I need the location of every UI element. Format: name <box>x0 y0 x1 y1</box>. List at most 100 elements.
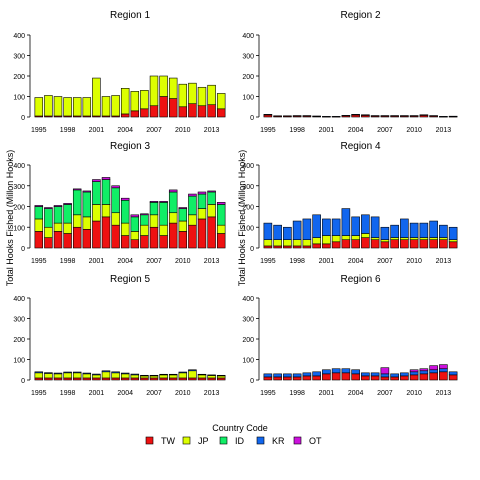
bar-kr <box>263 222 273 241</box>
bar-jp <box>149 75 159 107</box>
bar-kr <box>322 218 331 236</box>
bar-kr <box>292 115 302 117</box>
y-tick-label: 200 <box>13 205 25 212</box>
x-tick-label: 2001 <box>89 390 105 397</box>
bar-jp <box>53 96 63 117</box>
x-tick-label: 1998 <box>60 390 76 397</box>
bar-tw <box>207 104 216 118</box>
bar-kr <box>322 116 331 118</box>
x-tick-label: 2007 <box>377 258 393 265</box>
bar-tw <box>130 239 140 249</box>
bar-kr <box>216 374 226 377</box>
bar-jp <box>448 239 458 243</box>
bar-jp <box>111 212 120 226</box>
bar-tw <box>409 374 419 381</box>
x-tick-label: 2013 <box>436 390 452 397</box>
bar-tw <box>292 245 302 249</box>
bar-jp <box>72 214 82 228</box>
bar-jp <box>283 239 292 247</box>
bar-jp <box>429 237 438 240</box>
panels-group: Region 1 0 100 200 300 400 1995 1998 2001 2004 200… <box>13 10 458 397</box>
bar-kr <box>292 220 302 240</box>
bar-kr <box>341 208 351 236</box>
bar-kr <box>370 115 380 117</box>
y-tick-label: 200 <box>242 337 254 344</box>
bar-kr <box>429 220 438 238</box>
legend-title: Country Code <box>212 423 268 433</box>
bar-tw <box>34 377 44 381</box>
bar-kr <box>312 214 321 238</box>
bar-tw <box>178 231 188 249</box>
bar-tw <box>178 377 188 381</box>
bar-ot <box>188 193 197 197</box>
bar-id <box>130 216 140 232</box>
x-tick-label: 2001 <box>89 127 105 134</box>
bar-id <box>101 179 111 205</box>
bar-tw <box>380 241 390 249</box>
legend-label-jp: JP <box>198 436 209 446</box>
bar-kr <box>331 218 341 236</box>
bar-kr <box>429 369 438 374</box>
bar-kr <box>419 114 429 116</box>
x-tick-label: 2004 <box>348 127 364 134</box>
bar-tw <box>120 377 130 381</box>
bar-tw <box>188 103 197 118</box>
bar-id <box>197 193 207 209</box>
x-tick-label: 2004 <box>117 258 133 265</box>
bar-kr <box>53 372 63 375</box>
bar-tw <box>120 235 130 249</box>
bar-jp <box>361 233 370 238</box>
bar-tw <box>140 108 149 118</box>
bar-ot <box>419 368 429 372</box>
y-tick-label: 400 <box>13 33 25 40</box>
bar-tw <box>283 245 292 249</box>
bar-tw <box>273 245 282 249</box>
bar-tw <box>322 373 331 381</box>
y-tick-label: 400 <box>13 296 25 303</box>
bar-jp <box>72 97 82 117</box>
bar-ot <box>216 202 226 205</box>
y-tick-label: 0 <box>250 246 254 253</box>
bar-kr <box>361 114 370 116</box>
bar-kr <box>34 371 44 374</box>
bar-jp <box>120 222 130 236</box>
bar-tw <box>178 106 188 118</box>
y-tick-label: 200 <box>242 205 254 212</box>
bar-jp <box>140 375 149 379</box>
bar-jp <box>380 239 390 243</box>
bar-kr <box>273 224 282 241</box>
y-tick-label: 300 <box>13 184 25 191</box>
bar-jp <box>168 212 178 224</box>
bar-kr <box>63 371 72 374</box>
panel-title: Region 1 <box>110 10 150 21</box>
bar-tw <box>448 241 458 249</box>
bar-kr <box>331 116 341 118</box>
legend: TW JP ID KR OT <box>145 436 322 446</box>
bar-tw <box>351 239 360 249</box>
bar-kr <box>331 368 341 374</box>
bar-tw <box>302 245 312 249</box>
bar-tw <box>370 375 380 381</box>
bar-kr <box>263 114 273 116</box>
bar-tw <box>312 243 321 249</box>
bar-jp <box>292 239 302 247</box>
bar-tw <box>197 218 207 249</box>
bar-tw <box>448 374 458 381</box>
y-tick-label: 200 <box>13 337 25 344</box>
x-tick-label: 2013 <box>204 258 220 265</box>
panel-3: Region 3 0 100 200 300 400 1995 1998 2001 2004 200… <box>13 141 226 265</box>
bar-jp <box>92 204 101 222</box>
bar-jp <box>92 77 101 117</box>
bar-kr <box>439 116 448 118</box>
bar-id <box>168 191 178 214</box>
bar-ot <box>34 205 44 207</box>
bar-kr <box>380 373 390 378</box>
panel-5: Region 5 0 100 200 300 400 1995 1998 2001 2004 200… <box>13 274 226 397</box>
bar-kr <box>390 224 399 238</box>
panel-title: Region 5 <box>110 274 150 285</box>
bar-tw <box>429 372 438 381</box>
bar-jp <box>149 375 159 379</box>
bar-kr <box>439 224 448 238</box>
bar-tw <box>188 224 197 249</box>
bar-tw <box>82 229 92 249</box>
